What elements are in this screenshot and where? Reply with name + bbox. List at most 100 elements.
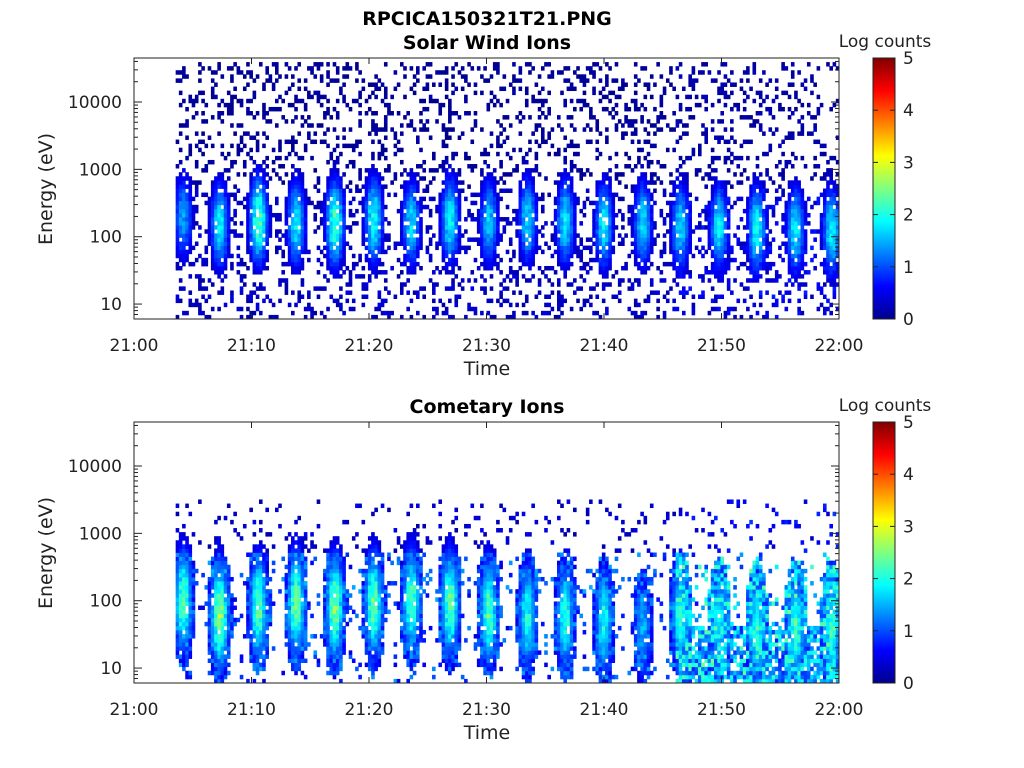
heatmap-cell — [188, 629, 193, 635]
heatmap-cell — [220, 265, 225, 271]
heatmap-cell — [178, 629, 183, 635]
heatmap-cell — [675, 168, 680, 173]
heatmap-cell — [294, 233, 298, 238]
heatmap-cell — [547, 111, 551, 116]
heatmap-cell — [528, 233, 532, 238]
heatmap-cell — [707, 212, 712, 218]
heatmap-cell — [226, 66, 231, 71]
heatmap-cell — [496, 261, 500, 267]
heatmap-cell — [723, 241, 728, 246]
heatmap-cell — [428, 135, 433, 140]
heatmap-cell — [188, 241, 193, 246]
heatmap-cell — [528, 168, 532, 173]
heatmap-cell — [467, 184, 471, 189]
heatmap-cell — [412, 196, 417, 202]
heatmap-cell — [297, 208, 302, 214]
heatmap-cell — [262, 111, 266, 116]
heatmap-cell — [637, 245, 641, 251]
heatmap-cell — [297, 294, 302, 300]
heatmap-cell — [217, 306, 221, 312]
heatmap-cell — [464, 155, 468, 161]
heatmap-cell — [720, 192, 725, 198]
heatmap-cell — [258, 176, 263, 181]
heatmap-cell — [595, 310, 600, 316]
heatmap-cell — [765, 270, 769, 275]
heatmap-cell — [409, 314, 414, 320]
heatmap-cell — [643, 225, 648, 230]
heatmap-cell — [198, 225, 202, 230]
heatmap-cell — [284, 74, 289, 79]
heatmap-cell — [476, 241, 481, 246]
heatmap-cell — [255, 245, 260, 251]
heatmap-cell — [393, 172, 398, 177]
heatmap-cell — [194, 188, 199, 193]
heatmap-cell — [409, 261, 414, 267]
heatmap-cell — [502, 217, 507, 222]
heatmap-cell — [752, 253, 757, 259]
heatmap-cell — [239, 147, 244, 153]
heatmap-cell — [441, 225, 446, 230]
heatmap-cell — [448, 176, 452, 181]
heatmap-cell — [746, 66, 750, 71]
heatmap-cell — [178, 617, 183, 623]
heatmap-cell — [531, 168, 535, 173]
heatmap-cell — [832, 270, 837, 275]
heatmap-cell — [595, 225, 600, 230]
heatmap-cell — [643, 188, 648, 193]
heatmap-cell — [781, 176, 785, 181]
heatmap-cell — [332, 127, 337, 132]
heatmap-cell — [512, 274, 516, 279]
heatmap-cell — [496, 265, 500, 271]
x-tick-label: 21:10 — [227, 336, 276, 356]
heatmap-cell — [422, 196, 427, 202]
heatmap-cell — [303, 200, 308, 206]
heatmap-cell — [486, 102, 491, 108]
heatmap-cell — [726, 278, 731, 283]
heatmap-cell — [720, 180, 725, 185]
heatmap-cell — [746, 278, 750, 283]
heatmap-cell — [464, 217, 468, 222]
heatmap-cell — [698, 225, 702, 230]
heatmap-cell — [448, 180, 452, 185]
heatmap-cell — [563, 176, 568, 181]
heatmap-cell — [339, 212, 343, 218]
heatmap-cell — [339, 86, 343, 92]
heatmap-cell — [730, 249, 734, 255]
heatmap-cell — [569, 225, 574, 230]
heatmap-cell — [505, 274, 510, 279]
heatmap-cell — [258, 282, 263, 287]
heatmap-cell — [784, 159, 789, 165]
heatmap-cell — [518, 204, 523, 210]
heatmap-cell — [518, 257, 523, 263]
heatmap-cell — [605, 257, 609, 263]
heatmap-cell — [454, 274, 459, 279]
heatmap-cell — [374, 225, 378, 230]
heatmap-cell — [605, 265, 609, 271]
heatmap-cell — [701, 274, 705, 279]
heatmap-cell — [342, 249, 346, 255]
heatmap-cell — [508, 302, 513, 308]
heatmap-cell — [758, 245, 763, 251]
heatmap-cell — [210, 249, 215, 255]
heatmap-cell — [496, 208, 500, 214]
heatmap-cell — [377, 180, 382, 185]
heatmap-cell — [771, 131, 776, 136]
heatmap-cell — [624, 261, 628, 267]
heatmap-cell — [393, 86, 398, 92]
heatmap-cell — [637, 233, 641, 238]
heatmap-cell — [752, 176, 757, 181]
heatmap-cell — [704, 208, 709, 214]
heatmap-cell — [829, 249, 833, 255]
heatmap-cell — [406, 204, 410, 210]
heatmap-cell — [749, 192, 753, 198]
heatmap-cell — [566, 233, 571, 238]
heatmap-cell — [768, 127, 773, 132]
heatmap-cell — [457, 115, 462, 120]
heatmap-cell — [592, 115, 596, 120]
heatmap-cell — [573, 70, 577, 75]
heatmap-cell — [182, 572, 186, 578]
heatmap-cell — [730, 82, 734, 87]
heatmap-cell — [605, 184, 609, 189]
x-axis-label-solar-wind: Time — [463, 358, 511, 380]
heatmap-cell — [217, 196, 221, 202]
